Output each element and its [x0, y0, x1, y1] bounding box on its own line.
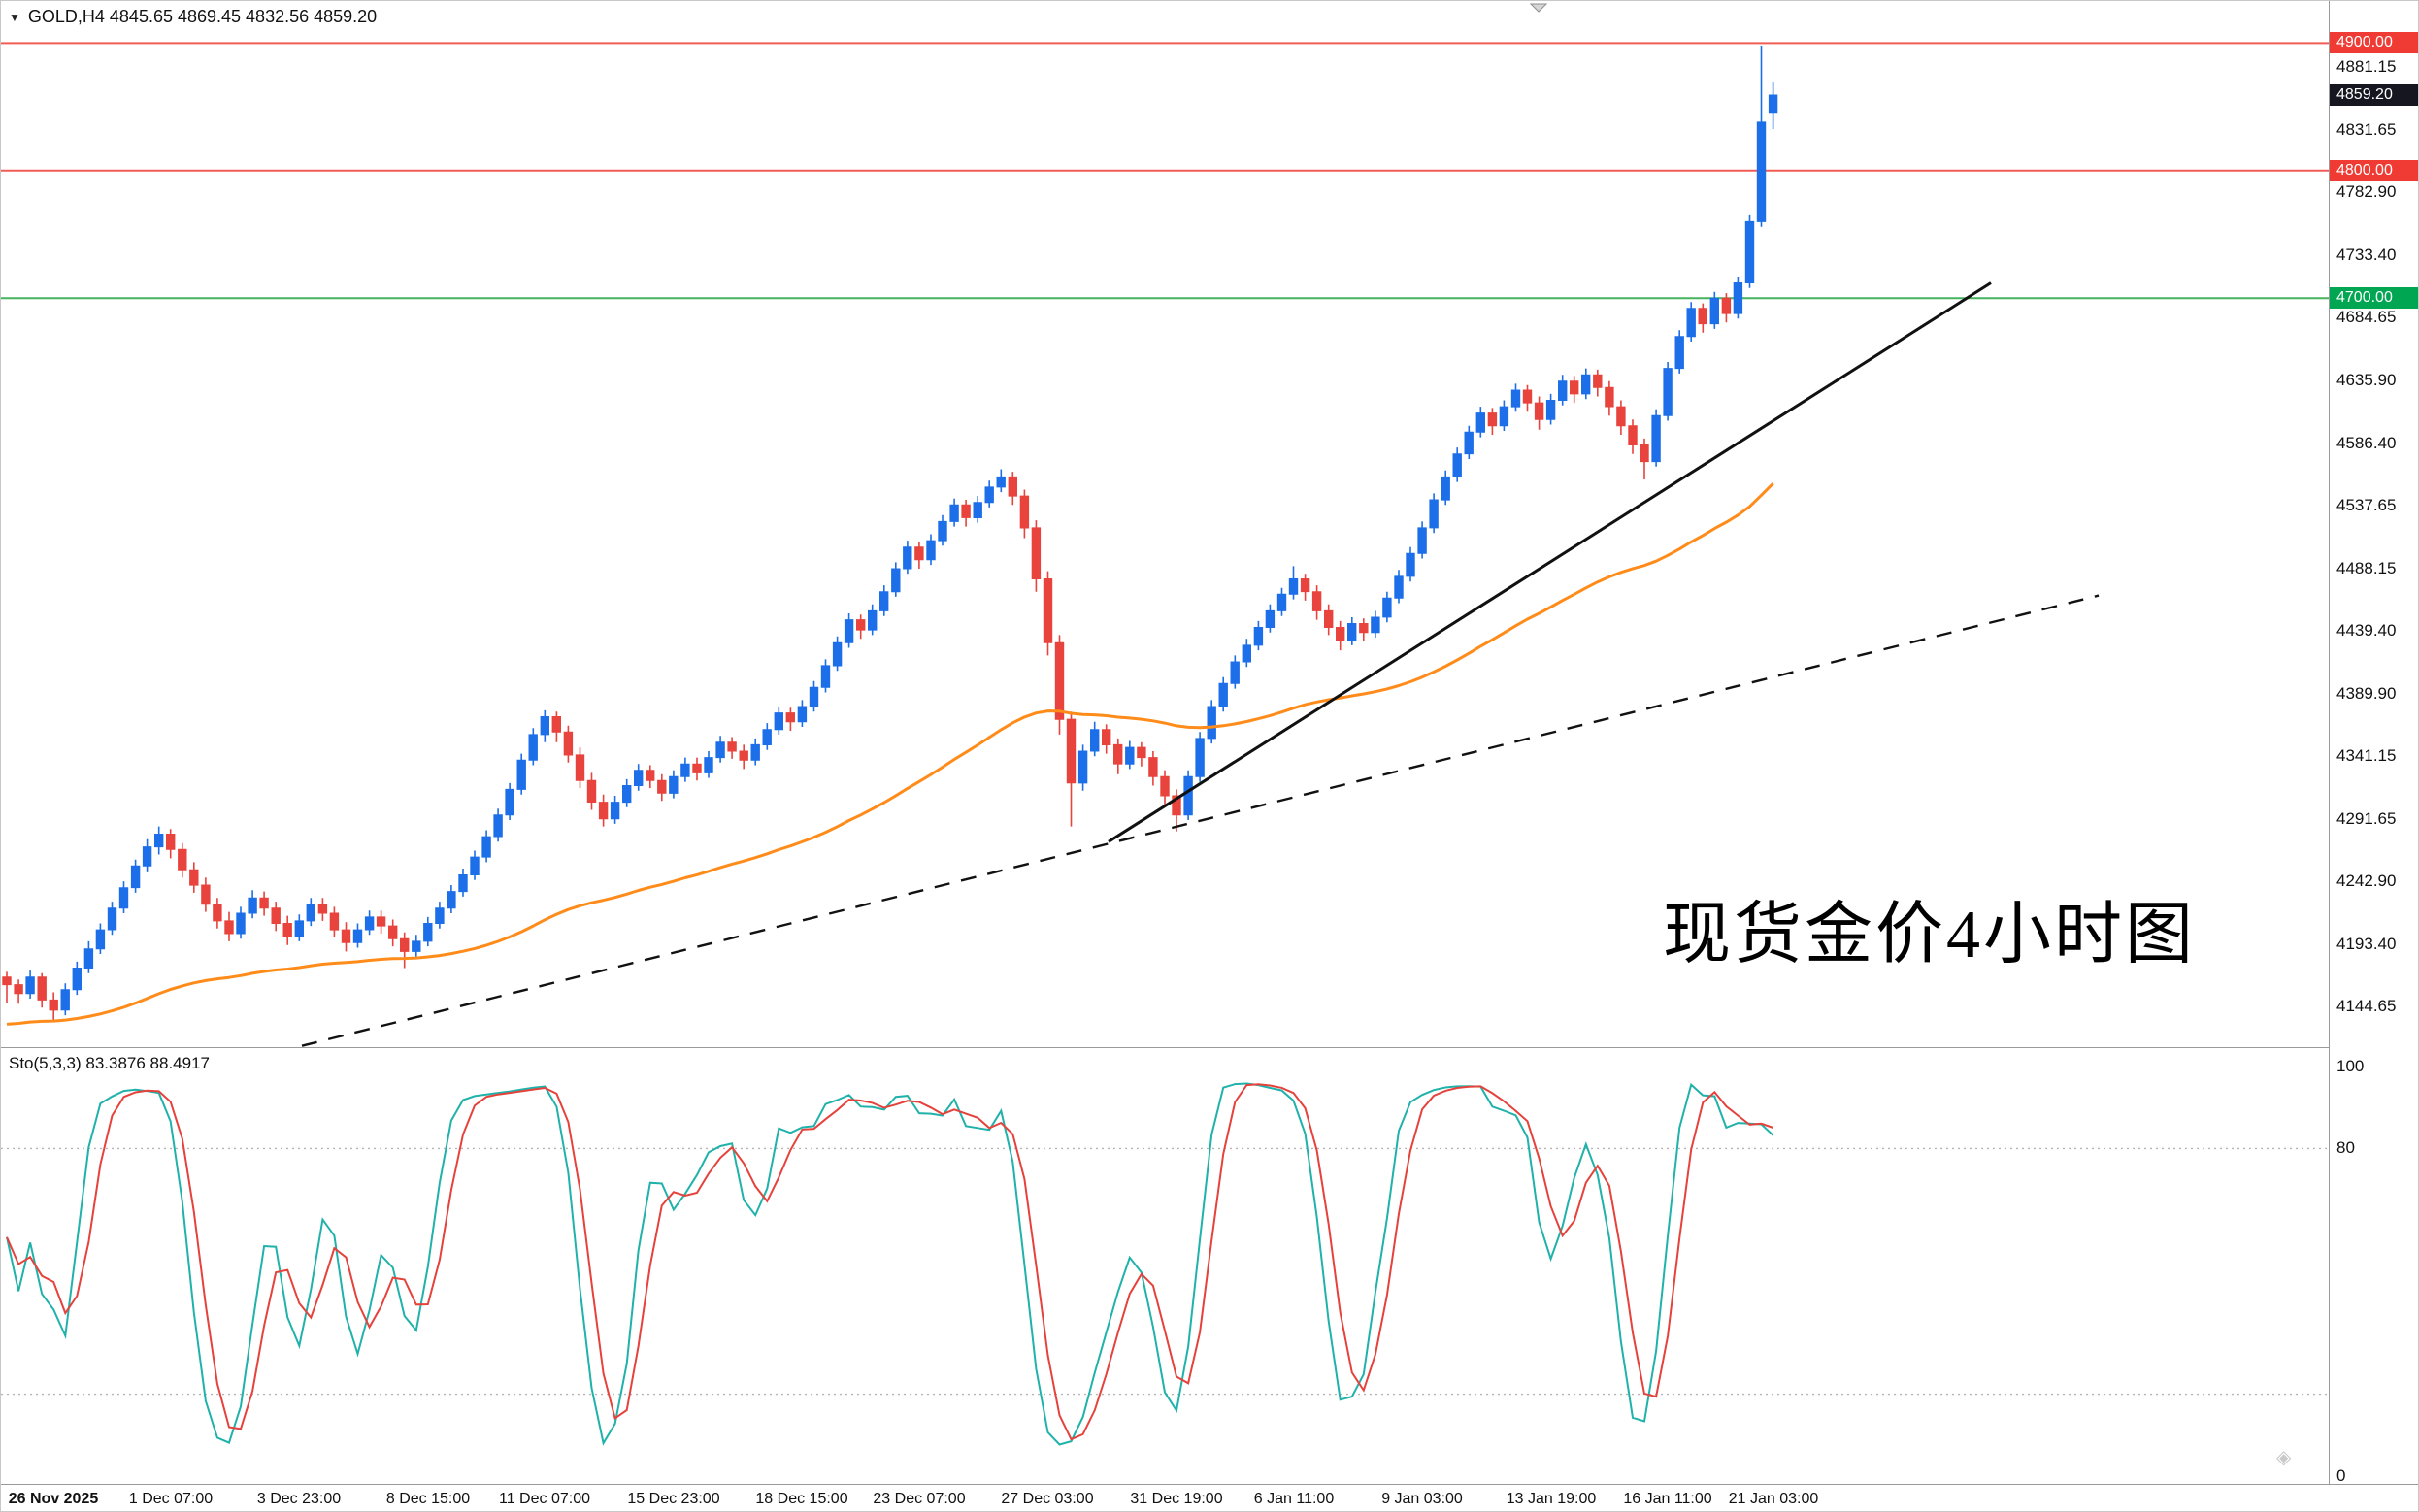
time-axis-label: 11 Dec 07:00 — [499, 1491, 590, 1507]
time-axis-label: 8 Dec 15:00 — [385, 1491, 471, 1507]
price-level-badge-4900.00: 4900.00 — [2330, 32, 2418, 53]
time-axis-label: 23 Dec 07:00 — [873, 1491, 966, 1507]
time-axis-label: 13 Jan 19:00 — [1506, 1491, 1597, 1507]
time-axis[interactable]: 26 Nov 2025 1 Dec 07:00 3 Dec 23:00 8 Dec 1… — [1, 1484, 2418, 1511]
price-level-badge-4700.00: 4700.00 — [2330, 287, 2418, 309]
price-level-badge-4800.00: 4800.00 — [2330, 160, 2418, 181]
time-axis-label: 3 Dec 23:00 — [256, 1491, 342, 1507]
price-tick-label: 4635.90 — [2336, 371, 2397, 389]
price-tick-label: 4389.90 — [2336, 684, 2397, 703]
price-tick-label: 4242.90 — [2336, 871, 2397, 890]
price-tick-label: 4586.40 — [2336, 434, 2397, 452]
time-axis-label: 1 Dec 07:00 — [128, 1491, 214, 1507]
price-tick-label: 4831.65 — [2336, 120, 2397, 139]
price-tick-label: 4341.15 — [2336, 746, 2397, 765]
symbol-dropdown-icon[interactable]: ▼ — [9, 10, 20, 24]
stochastic-signal-line — [6, 1083, 1773, 1441]
up-candle-bodies — [25, 94, 1778, 1011]
time-axis-label: 26 Nov 2025 — [8, 1491, 99, 1507]
moving-average-line[interactable] — [6, 482, 1774, 1026]
price-chart-canvas — [1, 42, 2329, 1047]
time-axis-label: 15 Dec 23:00 — [627, 1491, 720, 1507]
price-tick-label: 4881.15 — [2336, 57, 2397, 76]
down-candle-bodies — [2, 297, 1732, 1011]
stochastic-pane[interactable] — [1, 1048, 2329, 1484]
up-candle-wicks — [29, 46, 1774, 1016]
stochastic-indicator-label: Sto(5,3,3) 83.3876 88.4917 — [9, 1054, 210, 1072]
chart-shift-marker-icon[interactable] — [1527, 2, 1550, 14]
price-chart-pane[interactable] — [1, 1, 2329, 1047]
down-candle-wicks — [6, 293, 1728, 1021]
stochastic-main-line — [6, 1082, 1774, 1446]
pane-separator[interactable] — [1, 1047, 2418, 1048]
price-axis[interactable]: 4881.15 4831.65 4782.90 4733.40 4684.65 4635.… — [2329, 1, 2418, 1485]
price-tick-label: 4291.65 — [2336, 809, 2397, 828]
time-axis-label: 16 Jan 11:00 — [1623, 1491, 1712, 1507]
symbol-quote-text: GOLD,H4 4845.65 4869.45 4832.56 4859.20 — [27, 7, 378, 26]
sto-scale-label-80: 80 — [2336, 1138, 2355, 1157]
price-tick-label: 4537.65 — [2336, 496, 2397, 514]
sto-scale-label-0: 0 — [2336, 1466, 2346, 1485]
price-tick-label: 4684.65 — [2336, 308, 2397, 326]
trendline-solid[interactable] — [1108, 281, 1992, 843]
trendline-dashed[interactable] — [301, 594, 2100, 1047]
price-tick-label: 4144.65 — [2336, 997, 2397, 1015]
price-tick-label: 4193.40 — [2336, 935, 2397, 953]
time-axis-label: 18 Dec 15:00 — [755, 1491, 848, 1507]
time-axis-label: 9 Jan 03:00 — [1381, 1491, 1463, 1507]
price-tick-label: 4733.40 — [2336, 246, 2397, 264]
time-axis-label: 31 Dec 19:00 — [1130, 1491, 1223, 1507]
time-axis-label: 21 Jan 03:00 — [1728, 1491, 1819, 1507]
current-price-badge: 4859.20 — [2330, 84, 2418, 106]
price-tick-label: 4488.15 — [2336, 559, 2397, 577]
time-axis-label: 27 Dec 03:00 — [1001, 1491, 1094, 1507]
stochastic-canvas — [1, 1082, 2329, 1446]
price-tick-label: 4439.40 — [2336, 621, 2397, 640]
sto-scale-label-100: 100 — [2336, 1057, 2365, 1075]
symbol-info-bar: ▼ GOLD,H4 4845.65 4869.45 4832.56 4859.2… — [9, 7, 377, 27]
time-axis-label: 6 Jan 11:00 — [1253, 1491, 1335, 1507]
metaquotes-logo-watermark: ◈ — [2276, 1447, 2292, 1468]
price-tick-label: 4782.90 — [2336, 182, 2397, 201]
chart-annotation-text: 现货金价4小时图 — [1663, 898, 2196, 972]
